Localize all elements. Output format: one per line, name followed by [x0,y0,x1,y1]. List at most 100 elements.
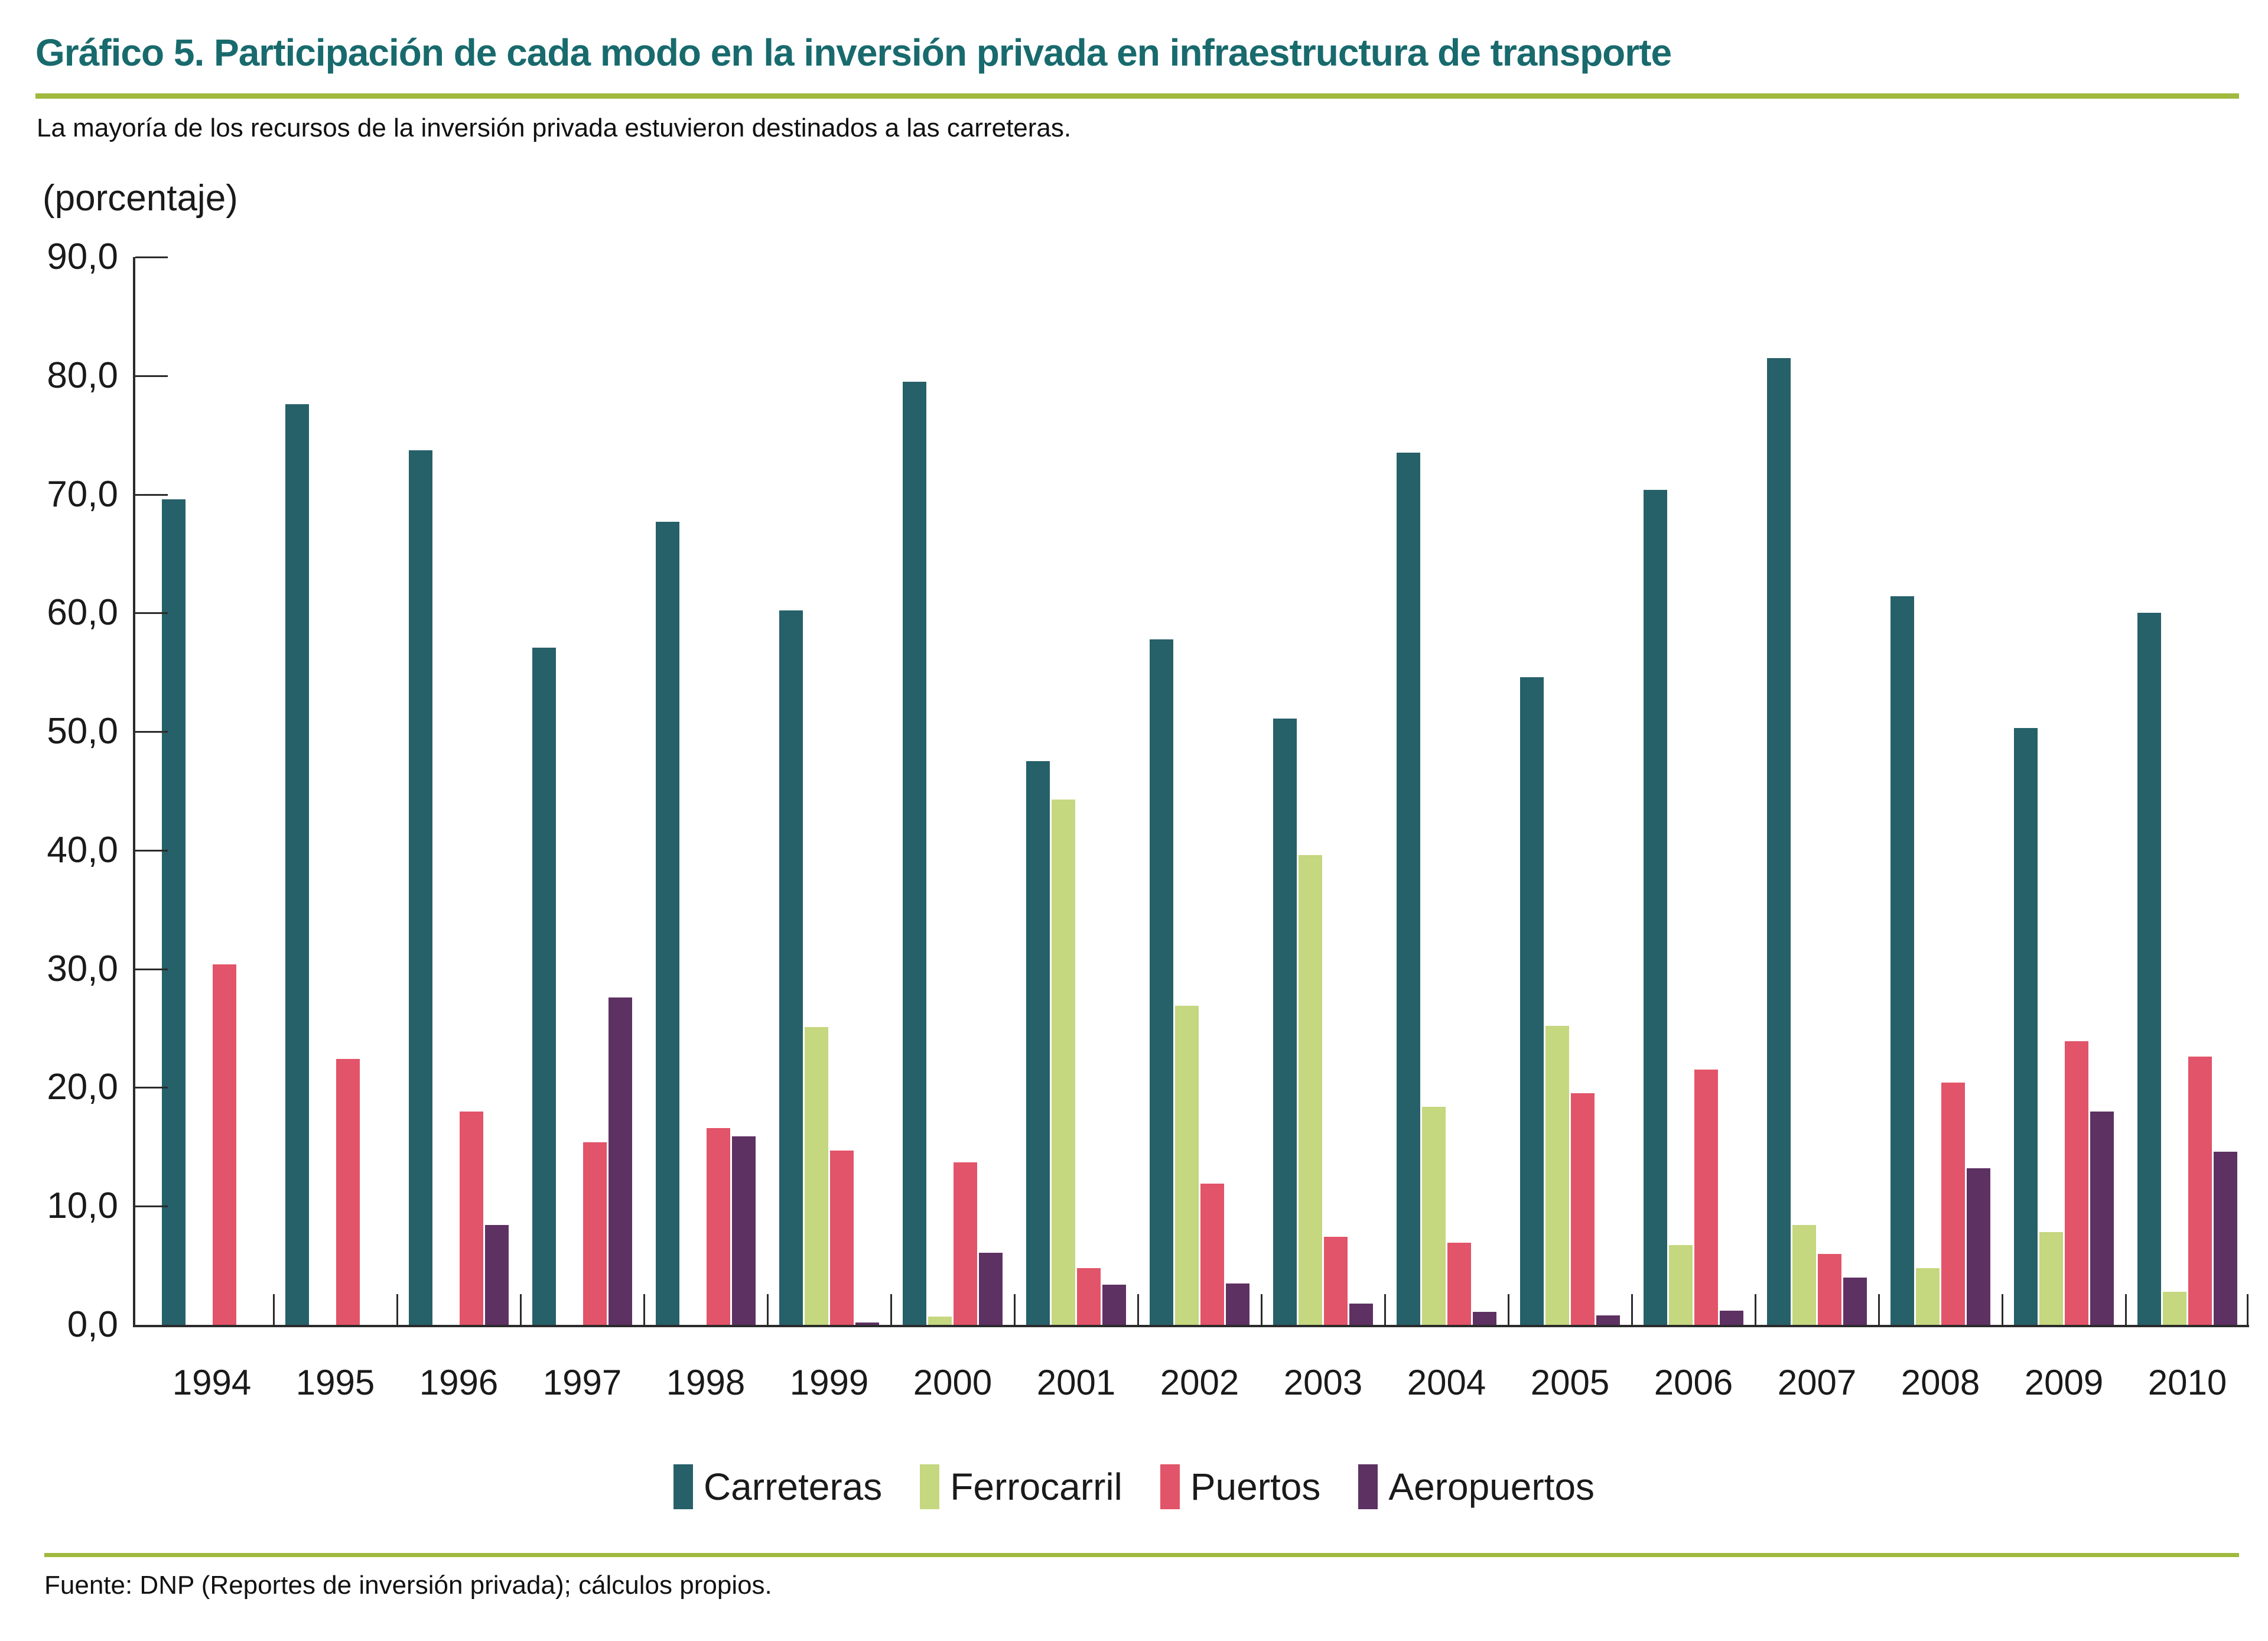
legend-item-aeropuertos: Aeropuertos [1358,1464,1595,1509]
x-tick [1755,1294,1756,1325]
bar-aeropuertos-2004 [1473,1312,1496,1325]
y-tick [135,1205,168,1208]
x-tick [273,1294,275,1325]
bar-group-2008 [1879,257,2002,1325]
bar-carreteras-2010 [2137,613,2161,1325]
y-tick [135,256,168,258]
x-tick-label-2005: 2005 [1530,1363,1610,1402]
y-tick-label: 80,0 [47,355,118,396]
y-tick [135,1087,168,1089]
bar-carreteras-2004 [1397,453,1420,1325]
bar-carreteras-1994 [162,499,186,1325]
bar-ferrocarril-2008 [1916,1268,1940,1325]
bar-carreteras-1998 [656,522,679,1325]
bar-group-1996 [397,257,520,1325]
source-note: Fuente: DNP (Reportes de inversión priva… [44,1571,772,1600]
bar-carreteras-1997 [532,648,556,1325]
y-tick-label: 10,0 [47,1185,118,1227]
chart-title: Gráfico 5. Participación de cada modo en… [35,31,1672,74]
bar-aeropuertos-2002 [1226,1283,1249,1325]
bar-group-2006 [1632,257,1755,1325]
bar-groups [135,257,2249,1325]
x-tick [767,1294,769,1325]
x-tick [2247,1294,2249,1325]
legend-label: Puertos [1190,1465,1321,1508]
y-tick-label: 50,0 [47,711,118,752]
bar-puertos-1994 [213,964,236,1325]
bar-group-2003 [1261,257,1385,1325]
bar-aeropuertos-1996 [485,1225,509,1325]
y-tick [135,612,168,615]
bar-carreteras-1996 [409,450,432,1325]
bar-ferrocarril-2002 [1175,1006,1199,1325]
bar-carreteras-2003 [1273,719,1297,1325]
x-tick-label-1994: 1994 [172,1363,252,1402]
plot-area [133,256,2249,1327]
x-tick-label-2007: 2007 [1777,1363,1857,1402]
bar-puertos-2003 [1324,1237,1348,1325]
legend-item-ferrocarril: Ferrocarril [920,1464,1122,1509]
x-tick [520,1294,522,1325]
bar-carreteras-1995 [285,404,309,1325]
legend-label: Ferrocarril [950,1465,1122,1508]
bar-carreteras-2006 [1644,490,1667,1325]
y-tick-label: 90,0 [47,236,118,277]
bar-carreteras-2005 [1520,677,1544,1325]
legend-item-carreteras: Carreteras [673,1464,882,1509]
bar-aeropuertos-2000 [979,1253,1003,1325]
bar-ferrocarril-2010 [2163,1292,2186,1325]
bar-ferrocarril-2000 [928,1317,952,1325]
x-tick-label-2004: 2004 [1407,1363,1486,1402]
bar-carreteras-2002 [1150,639,1173,1325]
bar-carreteras-2000 [903,382,926,1325]
bar-ferrocarril-2001 [1052,800,1075,1325]
y-tick-label: 30,0 [47,948,118,989]
bar-group-1999 [767,257,891,1325]
x-tick [890,1294,892,1325]
bar-group-1998 [644,257,767,1325]
y-tick-label: 20,0 [47,1067,118,1108]
bar-group-2007 [1755,257,1879,1325]
bar-group-2000 [891,257,1014,1325]
title-divider-line [35,93,2239,99]
legend-swatch-aeropuertos [1358,1464,1378,1509]
x-tick [1508,1294,1509,1325]
bar-group-2002 [1138,257,1261,1325]
chart-legend: Carreteras Ferrocarril Puertos Aeropuertos [0,1464,2268,1509]
bar-aeropuertos-2001 [1102,1285,1126,1325]
bar-ferrocarril-2007 [1792,1225,1816,1325]
x-tick-label-2000: 2000 [913,1363,993,1402]
legend-swatch-carreteras [673,1464,693,1509]
bar-puertos-2000 [954,1162,977,1325]
x-tick-label-2008: 2008 [1901,1363,1980,1402]
bar-puertos-2010 [2188,1057,2212,1325]
bar-aeropuertos-2006 [1720,1311,1743,1325]
bar-puertos-2005 [1571,1093,1595,1325]
bar-ferrocarril-2003 [1299,855,1322,1325]
bar-puertos-2004 [1447,1243,1471,1325]
bar-puertos-2007 [1818,1254,1841,1325]
x-tick [396,1294,398,1325]
y-tick [135,493,168,496]
legend-label: Carreteras [703,1465,883,1508]
bar-ferrocarril-2009 [2039,1232,2063,1325]
x-tick-label-2009: 2009 [2024,1363,2104,1402]
bar-group-2004 [1385,257,1508,1325]
x-tick-label-2001: 2001 [1036,1363,1116,1402]
x-tick-label-2003: 2003 [1283,1363,1363,1402]
bar-ferrocarril-1999 [805,1027,828,1325]
y-tick-label: 70,0 [47,473,118,515]
x-tick [1014,1294,1016,1325]
bar-group-2001 [1014,257,1138,1325]
bar-carreteras-1999 [779,610,803,1325]
bar-group-2005 [1508,257,1632,1325]
bar-carreteras-2001 [1026,761,1050,1325]
footer-divider-line [44,1553,2239,1557]
bar-ferrocarril-2004 [1422,1107,1446,1325]
bar-aeropuertos-2003 [1349,1304,1373,1325]
y-tick [135,968,168,970]
legend-label: Aeropuertos [1388,1465,1595,1508]
x-tick [2002,1294,2003,1325]
y-axis-unit-label: (porcentaje) [43,178,238,219]
x-tick-label-2010: 2010 [2147,1363,2227,1402]
